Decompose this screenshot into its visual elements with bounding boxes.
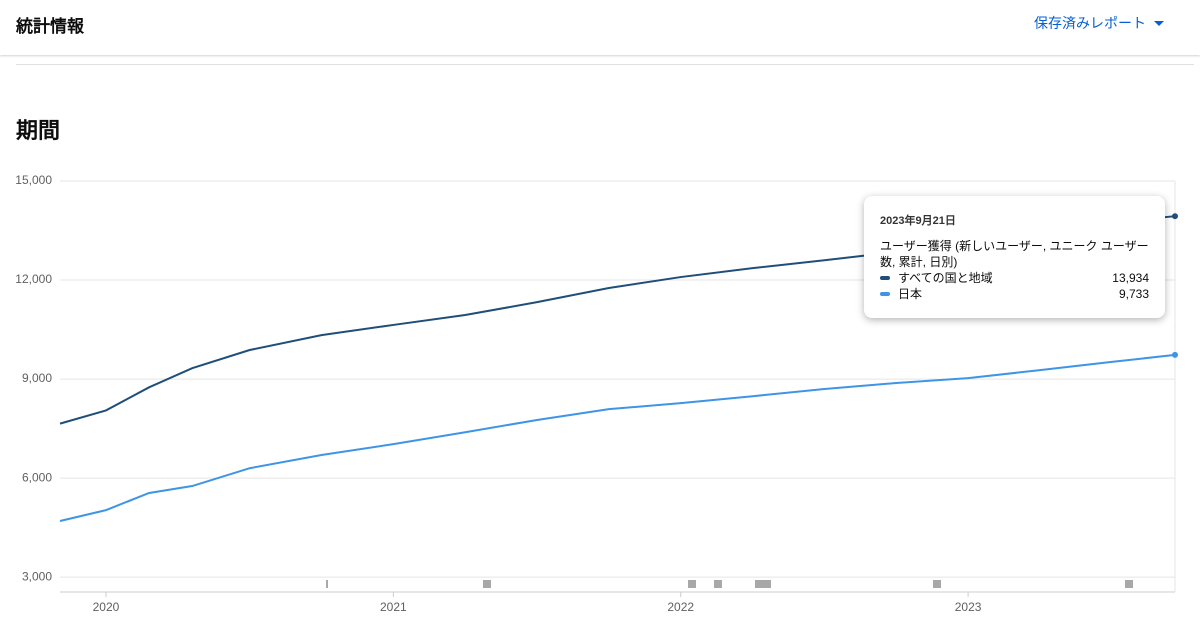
legend-swatch	[880, 276, 890, 280]
tooltip-row: すべての国と地域 13,934	[880, 270, 1149, 286]
hover-point	[1172, 351, 1178, 358]
saved-reports-label[interactable]: 保存済みレポート	[1034, 15, 1146, 31]
tooltip-metric: ユーザー獲得 (新しいユーザー, ユニーク ユーザー数, 累計, 日別)	[880, 239, 1149, 269]
tooltip: 2023年9月21日 ユーザー獲得 (新しいユーザー, ユニーク ユーザー数, …	[864, 196, 1165, 318]
series-line	[59, 353, 1176, 522]
legend-label: 日本	[898, 287, 923, 301]
legend-label: すべての国と地域	[898, 271, 993, 285]
saved-reports-button[interactable]: 保存済みレポート	[1034, 13, 1164, 33]
tooltip-date: 2023年9月21日	[880, 215, 956, 227]
tooltip-value: 13,934	[1112, 271, 1149, 285]
y-tick-label: 15,000	[15, 173, 52, 187]
section-title: 期間	[16, 118, 61, 143]
y-tick-label: 9,000	[22, 371, 52, 385]
page-title: 統計情報	[16, 17, 84, 36]
tooltip-value: 9,733	[1118, 287, 1149, 301]
tooltip-row: 日本 9,733	[880, 286, 1149, 302]
legend-swatch	[880, 292, 890, 296]
y-tick-label: 3,000	[22, 569, 52, 583]
event-markers	[326, 580, 1133, 588]
x-tick-label: 2020	[93, 600, 120, 614]
x-tick-label: 2022	[667, 600, 694, 614]
y-tick-label: 6,000	[22, 470, 52, 484]
x-tick-label: 2023	[955, 600, 982, 614]
dropdown-arrow[interactable]	[1154, 20, 1164, 26]
divider	[16, 64, 1194, 65]
x-tick-label: 2021	[380, 600, 407, 614]
y-tick-label: 12,000	[15, 272, 52, 286]
hover-point	[1172, 213, 1178, 220]
header: 統計情報 保存済みレポート	[0, 0, 1200, 55]
